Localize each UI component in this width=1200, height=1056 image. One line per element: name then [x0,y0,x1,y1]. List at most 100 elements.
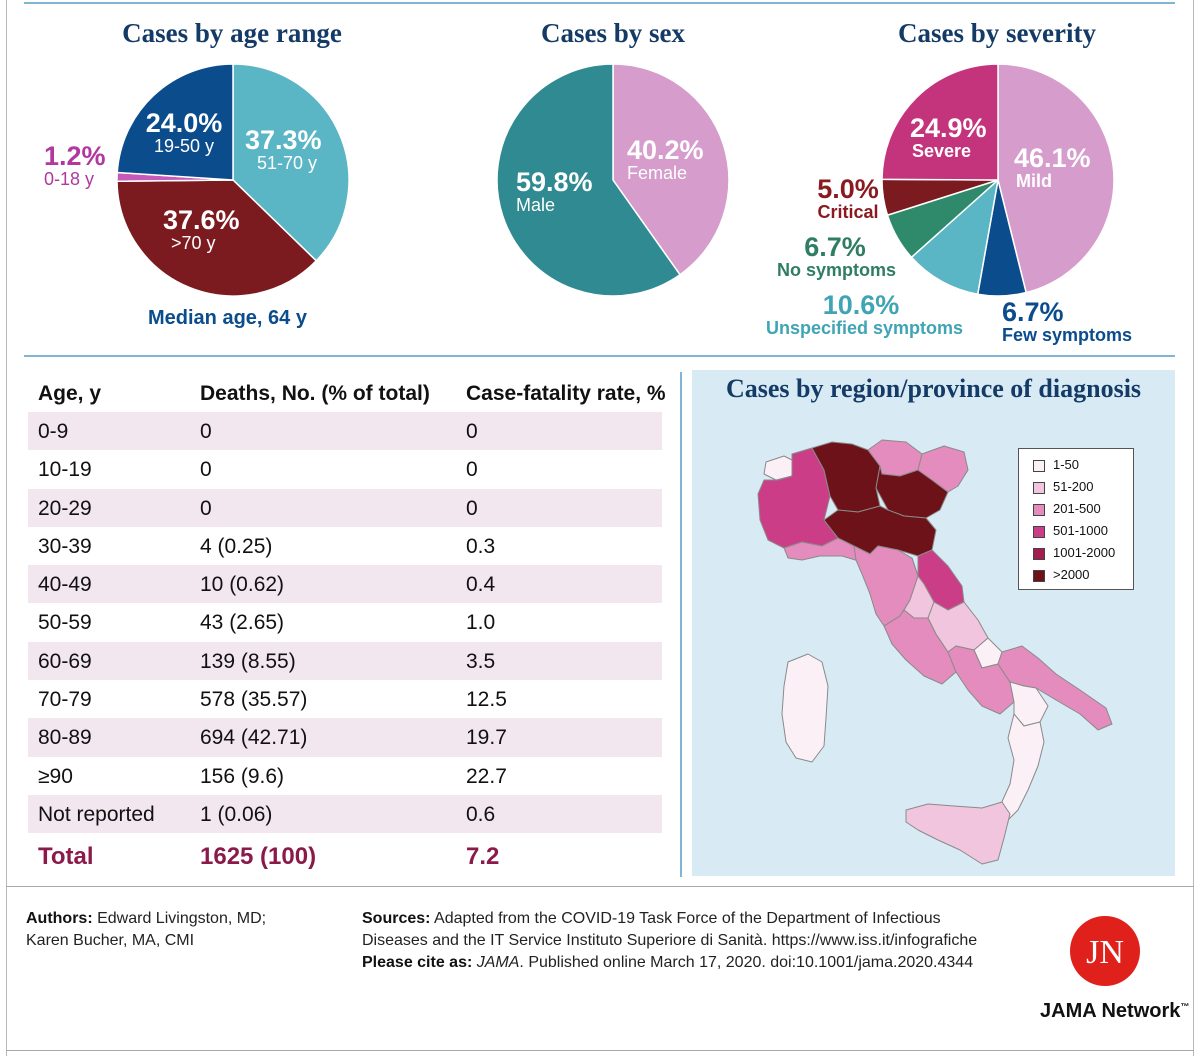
table-row: 70-79 578 (35.57) 12.5 [28,680,662,718]
table-cell-deaths: 0 [200,420,212,443]
table-cell-deaths: 0 [200,458,212,482]
top-rule [24,2,1175,4]
pie-slice-female [612,63,730,276]
pie-slice-mild [997,63,1115,294]
region-lombardia [811,441,881,513]
cite-label: Please cite as: [362,954,473,971]
table-cell-age: ≥90 [38,764,73,788]
table-total-label: Total [38,843,94,871]
table-cell-age: 60-69 [38,649,92,673]
table-cell-cfr: 1.0 [466,611,496,635]
severity-no-symptoms-label: 6.7% No symptoms [777,232,897,281]
age-0-18-label: 1.2% 0-18 y [44,141,106,190]
severity-pie-title: Cases by severity [898,18,1096,48]
jama-network-brand: JAMA Network™ [1040,1000,1189,1023]
table-cell-deaths: 43 (2.65) [200,611,285,635]
map-legend: 1-50 51-200 201-500 501-1000 1001-2000 >… [1018,448,1134,590]
logo-text: JN [1086,934,1124,971]
table-cell-deaths: 139 (8.55) [200,649,296,673]
table-cell-age: 30-39 [38,534,92,558]
map-title: Cases by region/province of diagnosis [725,374,1142,403]
age-19-50-label: 24.0% 19-50 y [145,108,223,157]
age-pie-title: Cases by age range [122,18,342,48]
sex-pie-chart [496,63,730,297]
table-cell-deaths: 10 (0.62) [200,573,285,597]
italy-choropleth-map [757,439,1113,865]
pie-slice-51-70-y [232,63,350,262]
pie-slice-19-50-y [116,63,234,181]
footer-rule [6,886,1194,887]
table-row: Not reported 1 (0.06) 0.6 [28,794,662,834]
legend-item: 1001-2000 [1019,542,1133,564]
age-51-70-label: 37.3% 51-70 y [245,125,322,174]
table-cell-age: 10-19 [38,458,92,482]
frame-right-border [1193,0,1194,1056]
age-70plus-label: 37.6% >70 y [163,205,240,254]
authors-line-2: Karen Bucher, MA, CMI [26,932,195,949]
table-header-row: Age, y Deaths, No. (% of total) Case-fat… [28,374,666,412]
section-divider [680,372,682,877]
sources-line-1: Adapted from the COVID-19 Task Force of … [434,910,941,927]
bottom-rule [6,1050,1194,1051]
median-age-note: Median age, 64 y [148,307,307,329]
table-cell-cfr: 19.7 [466,726,507,750]
table-cell-age: 70-79 [38,688,92,712]
legend-item: 51-200 [1019,476,1133,498]
brand-name: JAMA Network [1040,1000,1181,1022]
authors-block: Authors: Edward Livingston, MD; Karen Bu… [26,908,266,952]
jama-network-logo-icon: JN [1070,916,1140,986]
sources-block: Sources: Adapted from the COVID-19 Task … [362,908,977,974]
severity-pie-chart [881,63,1115,297]
legend-swatch [1033,482,1045,494]
table-row: 50-59 43 (2.65) 1.0 [28,603,662,641]
sex-pie-title: Cases by sex [540,18,685,48]
legend-item: 201-500 [1019,498,1133,520]
table-cell-age: 0-9 [38,420,69,443]
legend-swatch [1033,526,1045,538]
cite-journal: JAMA [476,954,520,971]
table-row: 40-49 10 (0.62) 0.4 [28,565,662,604]
table-row: 0-9 0 0 [28,412,662,451]
age-pie-chart [116,63,350,297]
legend-label: 1001-2000 [1053,545,1116,560]
table-cell-cfr: 0.6 [466,802,496,826]
table-row: 80-89 694 (42.71) 19.7 [28,718,662,757]
severity-unspecified-label: 10.6% Unspecified symptoms [766,290,964,339]
table-row: ≥90 156 (9.6) 22.7 [28,757,662,795]
sources-label: Sources: [362,910,431,927]
table-cell-cfr: 0.4 [466,573,496,597]
table-cell-age: Not reported [38,802,155,826]
legend-swatch [1033,460,1045,472]
table-cell-cfr: 0.3 [466,534,496,558]
severity-mild-label: 46.1% Mild [1014,143,1091,192]
authors-label: Authors: [26,910,93,927]
sources-line-2: Diseases and the IT Service Instituto Su… [362,932,978,949]
severity-few-symptoms-label: 6.7% Few symptoms [1002,297,1133,346]
table-cell-deaths: 694 (42.71) [200,726,308,750]
sex-male-label: 59.8% Male [516,167,593,216]
legend-item: 1-50 [1019,454,1133,476]
legend-swatch [1033,548,1045,560]
region-sicilia [905,801,1011,865]
table-header-cfr: Case-fatality rate, % [466,382,666,405]
table-cell-age: 50-59 [38,611,92,635]
pie-slice-70-y [116,179,318,297]
table-total-cfr: 7.2 [466,843,500,871]
table-cell-cfr: 0 [466,458,478,482]
middle-rule [24,355,1175,357]
table-row: 20-29 0 0 [28,488,662,527]
frame-left-border [6,0,7,1056]
legend-item: >2000 [1019,564,1133,586]
table-cell-deaths: 0 [200,496,212,520]
table-total-row: Total 1625 (100) 7.2 [28,833,662,879]
case-fatality-table: Age, y Deaths, No. (% of total) Case-fat… [28,374,666,879]
table-row: 10-19 0 0 [28,450,662,488]
table-cell-cfr: 0 [466,420,478,443]
pie-slice-severe [881,63,999,181]
pie-slice-unspecified-symptoms [910,177,1000,296]
legend-item: 501-1000 [1019,520,1133,542]
table-cell-age: 20-29 [38,496,92,520]
table-cell-cfr: 0 [466,496,478,520]
table-cell-deaths: 578 (35.57) [200,688,308,712]
severity-severe-label: 24.9% Severe [910,113,987,162]
